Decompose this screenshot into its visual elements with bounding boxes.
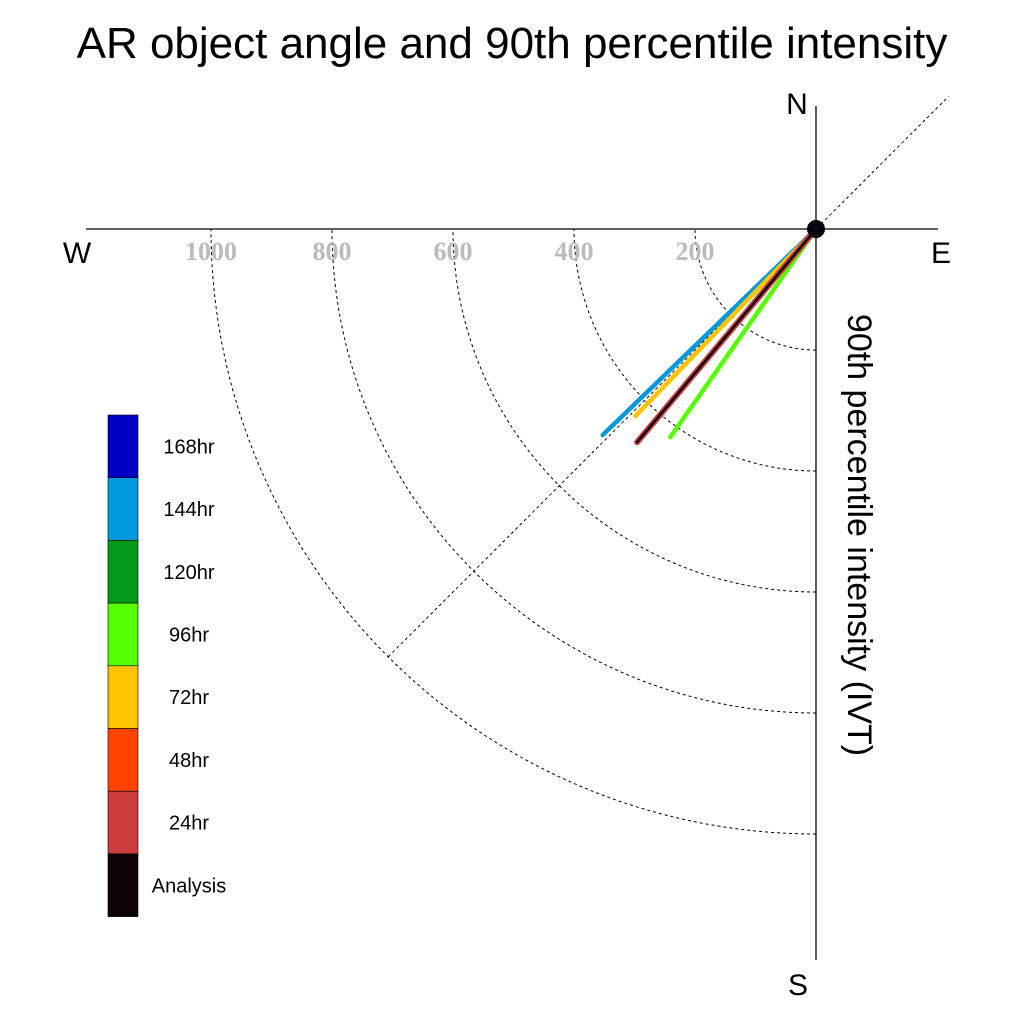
radial-tick-label: 800 xyxy=(313,237,352,266)
legend-swatch-96hr xyxy=(107,602,139,667)
radial-tick-label: 600 xyxy=(434,237,473,266)
reference-diagonal xyxy=(387,96,949,658)
compass-west-label: W xyxy=(63,237,92,270)
legend-swatch-168hr xyxy=(107,414,139,479)
legend-swatch-72hr xyxy=(107,665,139,729)
legend-swatch-Analysis xyxy=(107,853,139,917)
legend-label: Analysis xyxy=(152,875,226,897)
legend-label: 96hr xyxy=(169,624,209,646)
compass-north-label: N xyxy=(786,88,808,121)
series-ray-72hr xyxy=(633,226,819,419)
legend-label: 24hr xyxy=(169,813,209,835)
legend-swatch-120hr xyxy=(107,540,139,604)
radial-tick-label: 400 xyxy=(555,237,594,266)
legend-label: 48hr xyxy=(169,750,209,772)
legend-swatch-144hr xyxy=(107,477,139,541)
series-ray-Analysis xyxy=(635,227,818,444)
radial-tick-label: 200 xyxy=(676,237,715,266)
legend-label: 72hr xyxy=(169,687,209,709)
legend-label: 120hr xyxy=(163,562,214,584)
compass-south-label: S xyxy=(788,969,808,1002)
chart-title: AR object angle and 90th percentile inte… xyxy=(77,19,948,68)
series-layer xyxy=(600,226,819,446)
range-ring-400 xyxy=(573,228,817,472)
legend-swatch-48hr xyxy=(107,728,139,792)
origin-marker xyxy=(807,220,825,238)
legend-swatch-24hr xyxy=(107,790,139,855)
legend: 168hr 144hr 120hr 96hr 72hr 48hr 24hr Analysis xyxy=(107,414,226,917)
grid-layer xyxy=(210,96,949,835)
y-axis-label: 90th percentile intensity (IVT) xyxy=(840,314,878,756)
compass-east-label: E xyxy=(931,237,951,270)
range-ring-200 xyxy=(694,228,817,351)
series-ray-96hr xyxy=(668,226,819,440)
marker-layer xyxy=(807,220,825,238)
radial-tick-labels: 200 400 600 800 1000 xyxy=(185,237,715,266)
legend-label: 144hr xyxy=(163,499,214,521)
legend-label: 168hr xyxy=(163,436,214,458)
radial-tick-label: 1000 xyxy=(185,237,237,266)
axes-layer xyxy=(86,106,938,960)
